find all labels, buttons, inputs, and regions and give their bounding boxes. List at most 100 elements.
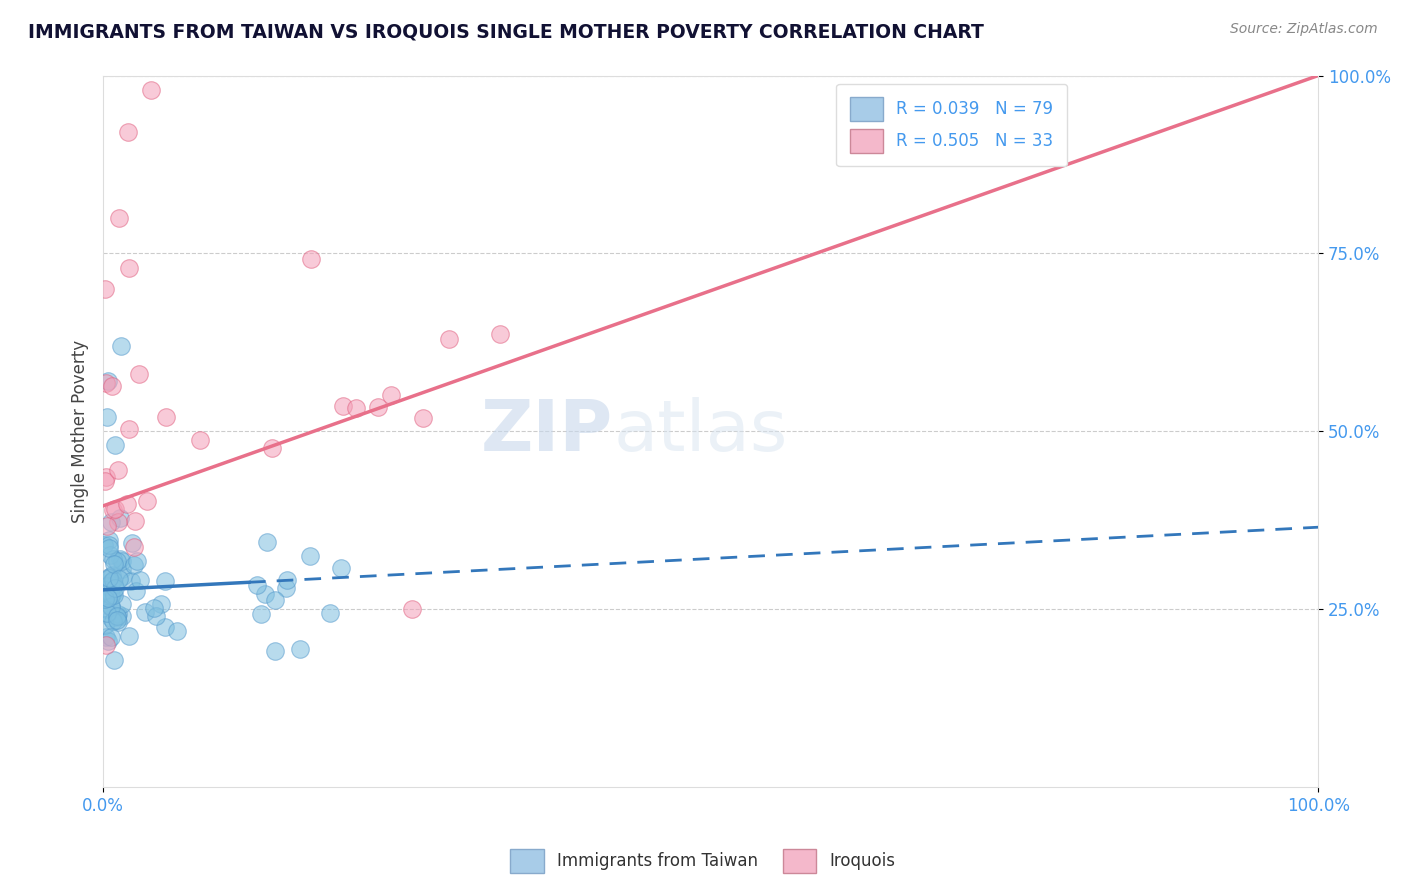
Point xyxy=(103,557,125,571)
Point xyxy=(96,409,118,424)
Point xyxy=(274,581,297,595)
Point xyxy=(111,562,134,576)
Point xyxy=(122,558,145,572)
Point xyxy=(121,536,143,550)
Point xyxy=(100,611,122,625)
Point xyxy=(108,572,131,586)
Point xyxy=(103,653,125,667)
Point xyxy=(97,375,120,389)
Point xyxy=(256,534,278,549)
Point xyxy=(153,574,176,588)
Point xyxy=(103,578,125,592)
Point xyxy=(264,644,287,658)
Point xyxy=(118,629,141,643)
Point xyxy=(108,551,131,566)
Point xyxy=(93,474,115,488)
Point xyxy=(97,633,120,648)
Point xyxy=(105,554,128,568)
Point xyxy=(104,438,127,452)
Point xyxy=(246,578,269,592)
Point xyxy=(319,606,342,620)
Point xyxy=(100,589,122,603)
Point xyxy=(98,533,121,548)
Point xyxy=(97,538,120,552)
Point xyxy=(98,548,121,562)
Point xyxy=(103,614,125,628)
Point xyxy=(94,591,117,606)
Point xyxy=(120,574,142,589)
Point xyxy=(96,579,118,593)
Point xyxy=(250,607,273,622)
Point xyxy=(143,601,166,615)
Text: Source: ZipAtlas.com: Source: ZipAtlas.com xyxy=(1230,22,1378,37)
Point xyxy=(100,630,122,644)
Point xyxy=(149,598,172,612)
Point xyxy=(94,602,117,616)
Point xyxy=(107,463,129,477)
Point xyxy=(190,433,212,447)
Point xyxy=(111,609,134,624)
Point xyxy=(110,339,132,353)
Point xyxy=(299,549,322,563)
Point xyxy=(94,630,117,644)
Point xyxy=(103,589,125,603)
Point xyxy=(94,638,117,652)
Point xyxy=(94,582,117,597)
Point xyxy=(94,470,117,484)
Point xyxy=(93,538,115,552)
Point xyxy=(100,590,122,604)
Point xyxy=(100,567,122,582)
Text: atlas: atlas xyxy=(613,397,787,466)
Point xyxy=(263,593,285,607)
Point xyxy=(93,282,115,296)
Point xyxy=(93,617,115,632)
Point xyxy=(105,613,128,627)
Point xyxy=(489,327,512,342)
Point xyxy=(437,332,460,346)
Point xyxy=(104,502,127,516)
Point xyxy=(117,260,139,275)
Legend: R = 0.039   N = 79, R = 0.505   N = 33: R = 0.039 N = 79, R = 0.505 N = 33 xyxy=(837,84,1067,166)
Point xyxy=(97,541,120,556)
Point xyxy=(122,540,145,554)
Point xyxy=(155,410,177,425)
Point xyxy=(166,624,188,638)
Text: ZIP: ZIP xyxy=(481,397,613,466)
Point xyxy=(103,503,125,517)
Point xyxy=(100,589,122,603)
Point xyxy=(288,641,311,656)
Point xyxy=(412,411,434,425)
Point xyxy=(117,125,139,139)
Point xyxy=(145,609,167,624)
Point xyxy=(125,554,148,568)
Point xyxy=(101,552,124,566)
Point xyxy=(128,573,150,587)
Point xyxy=(107,607,129,622)
Point xyxy=(344,401,367,416)
Point xyxy=(139,83,162,97)
Point xyxy=(367,400,389,414)
Point xyxy=(111,569,134,583)
Point xyxy=(100,516,122,530)
Point xyxy=(128,368,150,382)
Y-axis label: Single Mother Poverty: Single Mother Poverty xyxy=(72,340,89,523)
Point xyxy=(136,493,159,508)
Point xyxy=(124,514,146,528)
Point xyxy=(97,591,120,605)
Point xyxy=(105,610,128,624)
Point xyxy=(380,388,402,402)
Point xyxy=(330,561,353,575)
Point xyxy=(104,581,127,595)
Point xyxy=(101,586,124,600)
Point xyxy=(253,587,276,601)
Point xyxy=(117,422,139,436)
Point xyxy=(105,609,128,624)
Point xyxy=(260,441,283,455)
Point xyxy=(97,570,120,584)
Point xyxy=(107,615,129,630)
Point xyxy=(101,378,124,392)
Text: IMMIGRANTS FROM TAIWAN VS IROQUOIS SINGLE MOTHER POVERTY CORRELATION CHART: IMMIGRANTS FROM TAIWAN VS IROQUOIS SINGL… xyxy=(28,22,984,41)
Point xyxy=(101,574,124,588)
Point xyxy=(96,606,118,620)
Point xyxy=(111,597,134,611)
